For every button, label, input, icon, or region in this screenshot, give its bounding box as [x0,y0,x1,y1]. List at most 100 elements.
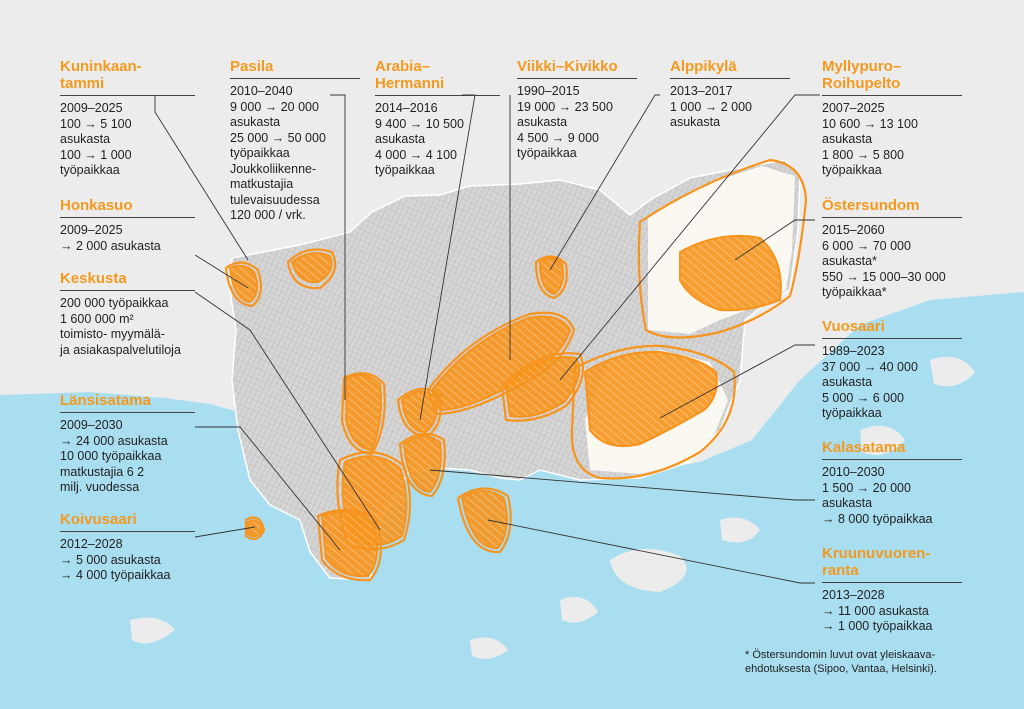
text-line: 10 000 työpaikkaa [60,449,162,463]
annot-lansisatama: Länsisatama 2009–2030 → 24 000 asukasta … [60,392,195,496]
text-line: työpaikkaa [517,146,577,160]
annot-text: 2009–2025 100 → 5 100 asukasta 100 → 1 0… [60,101,195,179]
text-line: toimisto- myymälä- [60,327,165,341]
text-line: 2009–2025 [60,101,123,115]
text-line: 2009–2030 [60,418,123,432]
annot-title: Östersundom [822,197,962,218]
text-line: → 11 000 asukasta [822,603,929,618]
title-line: Honkasuo [60,197,133,214]
text-line: 1 000 → 2 000 [670,99,753,114]
title-line: Kruunuvuoren- [822,545,931,562]
text-line: 19 000 → 23 500 [517,99,613,114]
zone-viikki [430,315,572,412]
annot-title: Honkasuo [60,197,195,218]
zone-vuosaari [583,350,718,448]
annot-text: 2010–2030 1 500 → 20 000 asukasta → 8 00… [822,465,962,527]
text-line: 2013–2017 [670,84,733,98]
annot-text: 1990–2015 19 000 → 23 500 asukasta 4 500… [517,84,637,162]
title-line: tammi [60,75,105,92]
zone-ostersundom [679,234,782,312]
text-line: 2013–2028 [822,588,885,602]
text-line: 9 000 → 20 000 [230,99,319,114]
annot-text: 1989–2023 37 000 → 40 000 asukasta 5 000… [822,344,962,422]
title-line: Östersundom [822,197,920,214]
annot-text: 2014–2016 9 400 → 10 500 asukasta 4 000 … [375,101,500,179]
text-line: työpaikkaa* [822,285,887,299]
text-line: 2010–2040 [230,84,293,98]
title-line: Kuninkaan- [60,58,142,75]
annot-arabia-hermanni: Arabia– Hermanni 2014–2016 9 400 → 10 50… [375,58,500,179]
title-line: Roihupelto [822,75,901,92]
text-line: 2010–2030 [822,465,885,479]
title-line: Kalasatama [822,439,906,456]
text-line: milj. vuodessa [60,480,140,494]
text-line: 100 → 1 000 [60,147,132,162]
text-line: → 5 000 asukasta [60,552,161,567]
zone-alppikyla [538,257,564,296]
text-line: työpaikkaa [375,163,435,177]
text-line: 1 800 → 5 800 [822,147,905,162]
text-line: Joukkoliikenne- [230,161,317,176]
text-line: 1989–2023 [822,344,885,358]
annot-alppikyla: Alppikylä 2013–2017 1 000 → 2 000 asukas… [670,58,790,131]
text-line: matkustajia [230,177,294,191]
annot-kuninkaantammi: Kuninkaan- tammi 2009–2025 100 → 5 100 a… [60,58,195,179]
footnote-line: * Östersundomin luvut ovat yleiskaava- [745,649,936,661]
annot-honkasuo: Honkasuo 2009–2025 → 2 000 asukasta [60,197,195,254]
islands [130,356,975,659]
annot-viikki-kivikko: Viikki–Kivikko 1990–2015 19 000 → 23 500… [517,58,637,162]
annot-vuosaari: Vuosaari 1989–2023 37 000 → 40 000 asuka… [822,318,962,422]
text-line: 1 500 → 20 000 [822,480,911,495]
text-line: → 2 000 asukasta [60,238,161,253]
text-line: 100 → 5 100 [60,116,132,131]
annot-text: 200 000 työpaikkaa 1 600 000 m² toimisto… [60,296,195,358]
title-line: Alppikylä [670,58,737,75]
footnote-line: ehdotuksesta (Sipoo, Vantaa, Helsinki). [745,663,937,675]
text-line: työpaikkaa [230,146,290,160]
text-line: 120 000 / vrk. [230,208,306,222]
text-line: 4 000 → 4 100 [375,147,458,162]
text-line: matkustajia 6 2 [60,464,145,479]
text-line: 9 400 → 10 500 [375,116,464,131]
text-line: 6 000 → 70 000 [822,238,911,253]
title-line: ranta [822,562,859,579]
text-line: → 24 000 asukasta [60,433,168,448]
text-line: asukasta [60,132,111,146]
annot-ostersundom: Östersundom 2015–2060 6 000 → 70 000 asu… [822,197,962,301]
text-line: 550 → 15 000–30 000 [822,269,946,284]
text-line: 200 000 työpaikkaa [60,296,169,310]
text-line: asukasta [230,115,281,129]
zone-honkasuo [228,264,259,304]
zone-pasila [344,374,382,452]
text-line: 4 500 → 9 000 [517,130,600,145]
text-line: työpaikkaa [822,163,882,177]
annot-title: Pasila [230,58,360,79]
text-line: asukasta [822,132,873,146]
annot-title: Keskusta [60,270,195,291]
annot-title: Arabia– Hermanni [375,58,500,96]
title-line: Vuosaari [822,318,885,335]
text-line: 5 000 → 6 000 [822,390,905,405]
annot-title: Länsisatama [60,392,195,413]
text-line: 1 600 000 m² [60,311,134,326]
annot-koivusaari: Koivusaari 2012–2028 → 5 000 asukasta → … [60,511,195,584]
title-line: Pasila [230,58,274,75]
title-line: Keskusta [60,270,127,287]
annot-kruunuvuorenranta: Kruunuvuoren- ranta 2013–2028 → 11 000 a… [822,545,962,635]
annot-myllypuro-roihupelto: Myllypuro– Roihupelto 2007–2025 10 600 →… [822,58,962,179]
text-line: 2012–2028 [60,537,123,551]
annot-keskusta: Keskusta 200 000 työpaikkaa 1 600 000 m²… [60,270,195,358]
sea [0,292,1024,709]
text-line: asukasta [670,115,721,129]
annot-title: Vuosaari [822,318,962,339]
annot-title: Alppikylä [670,58,790,79]
text-line: → 1 000 työpaikkaa [822,619,933,633]
annot-title: Kalasatama [822,439,962,460]
annot-title: Myllypuro– Roihupelto [822,58,962,96]
title-line: Hermanni [375,75,445,92]
annot-text: 2013–2017 1 000 → 2 000 asukasta [670,84,790,131]
annot-text: 2015–2060 6 000 → 70 000 asukasta* 550 →… [822,223,962,301]
annot-title: Kuninkaan- tammi [60,58,195,96]
annot-pasila: Pasila 2010–2040 9 000 → 20 000 asukasta… [230,58,360,224]
